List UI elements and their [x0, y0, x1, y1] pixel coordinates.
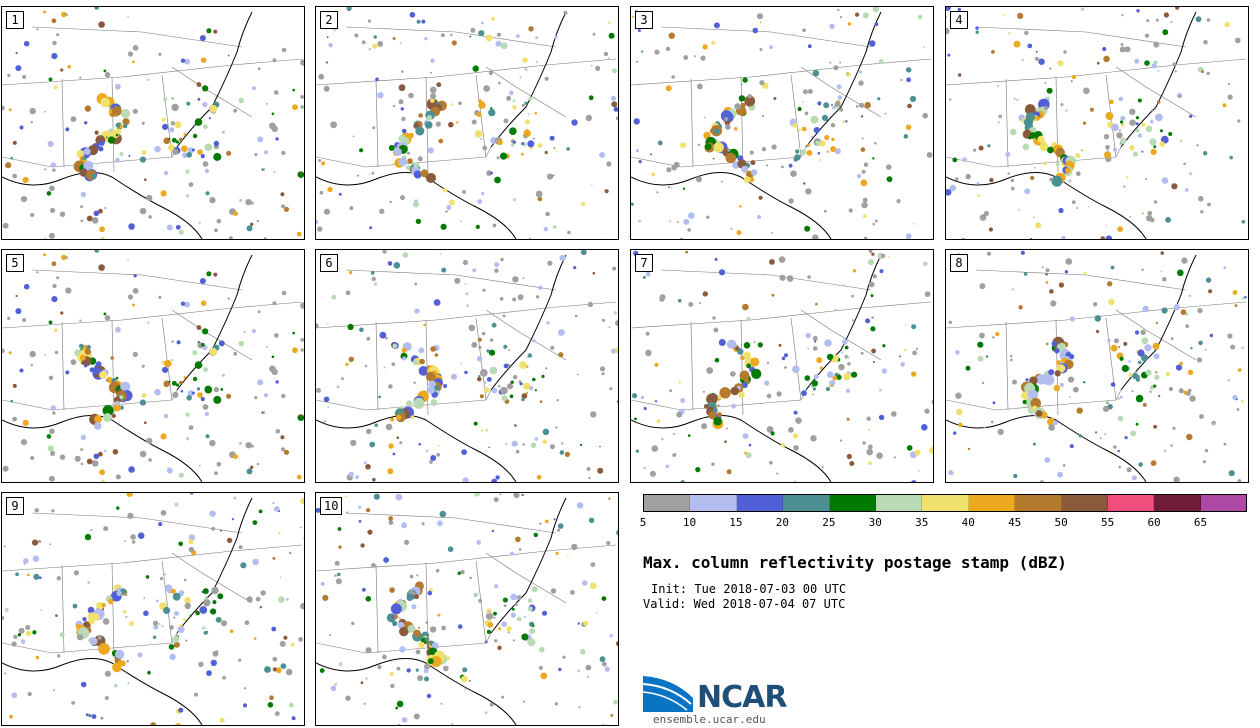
colorbar-bin: [1154, 495, 1201, 511]
valid-time: Valid: Wed 2018-07-04 07 UTC: [643, 597, 846, 611]
member-panel-1: 1: [1, 6, 305, 240]
map-svg: [2, 250, 304, 482]
basemap: [2, 254, 303, 482]
basemap: [946, 11, 1247, 239]
map-svg: [631, 7, 933, 239]
reflectivity-echoes: [2, 250, 304, 482]
basemap: [316, 497, 617, 725]
colorbar-tick-label: 50: [1054, 516, 1068, 529]
colorbar-tick-label: 40: [961, 516, 975, 529]
reflectivity-colorbar: [643, 494, 1247, 512]
member-panel-6: 6: [315, 249, 619, 483]
ncar-wordmark: NCAR: [697, 680, 787, 715]
basemap: [946, 254, 1247, 482]
reflectivity-echoes: [946, 7, 1246, 239]
colorbar-tick-label: 15: [729, 516, 743, 529]
panel-label: 1: [6, 11, 24, 29]
colorbar-bin: [1200, 495, 1247, 511]
colorbar-tick-label: 45: [1008, 516, 1022, 529]
colorbar-bin: [968, 495, 1016, 511]
reflectivity-echoes: [316, 250, 618, 482]
plot-title: Max. column reflectivity postage stamp (…: [643, 553, 1067, 572]
colorbar-tick-label: 30: [868, 516, 882, 529]
basemap: [631, 11, 932, 239]
init-time: Init: Tue 2018-07-03 00 UTC: [651, 582, 847, 596]
reflectivity-echoes: [631, 7, 933, 239]
map-svg: [316, 493, 618, 725]
colorbar-bin: [1107, 495, 1155, 511]
reflectivity-echoes: [2, 493, 304, 725]
panel-label: 6: [320, 254, 338, 272]
panel-label: 5: [6, 254, 24, 272]
reflectivity-echoes: [316, 493, 618, 725]
reflectivity-echoes: [631, 250, 933, 482]
colorbar-bin: [690, 495, 737, 511]
colorbar-bin: [644, 495, 691, 511]
colorbar-bin: [1061, 495, 1108, 511]
colorbar-tick-label: 35: [915, 516, 929, 529]
member-panel-8: 8: [945, 249, 1249, 483]
map-svg: [946, 250, 1247, 482]
panel-label: 3: [635, 11, 653, 29]
panel-label: 7: [635, 254, 653, 272]
logo-url: ensemble.ucar.edu: [653, 713, 766, 726]
member-panel-5: 5: [1, 249, 305, 483]
basemap: [316, 11, 617, 239]
panel-label: 10: [320, 497, 343, 515]
panel-label: 8: [950, 254, 968, 272]
member-panel-3: 3: [630, 6, 934, 240]
member-panel-4: 4: [945, 6, 1249, 240]
colorbar-bin: [922, 495, 969, 511]
colorbar-tick-label: 20: [775, 516, 789, 529]
colorbar-bin: [736, 495, 784, 511]
basemap: [316, 254, 617, 482]
colorbar-tick-label: 10: [682, 516, 697, 529]
map-svg: [316, 250, 618, 482]
panel-label: 2: [320, 11, 338, 29]
colorbar-bin: [829, 495, 876, 511]
colorbar-tick-label: 55: [1100, 516, 1115, 529]
reflectivity-echoes: [948, 250, 1247, 482]
reflectivity-echoes: [2, 7, 304, 239]
reflectivity-echoes: [316, 7, 618, 239]
colorbar-bin: [875, 495, 923, 511]
colorbar-bin: [783, 495, 830, 511]
panel-label: 4: [950, 11, 968, 29]
basemap: [2, 497, 303, 725]
map-svg: [946, 7, 1247, 239]
ncar-logo-icon: [643, 676, 693, 712]
colorbar-tick-label: 25: [822, 516, 836, 529]
basemap: [2, 11, 303, 239]
map-svg: [631, 250, 933, 482]
colorbar-tick-label: 65: [1193, 516, 1208, 529]
map-svg: [316, 7, 618, 239]
colorbar-tick-label: 5: [639, 516, 647, 529]
member-panel-9: 9: [1, 492, 305, 726]
colorbar-tick-label: 60: [1147, 516, 1161, 529]
map-svg: [2, 493, 304, 725]
colorbar-bin: [1015, 495, 1062, 511]
member-panel-7: 7: [630, 249, 934, 483]
member-panel-10: 10: [315, 492, 619, 726]
panel-label: 9: [6, 497, 24, 515]
member-panel-2: 2: [315, 6, 619, 240]
map-svg: [2, 7, 304, 239]
basemap: [631, 254, 932, 482]
